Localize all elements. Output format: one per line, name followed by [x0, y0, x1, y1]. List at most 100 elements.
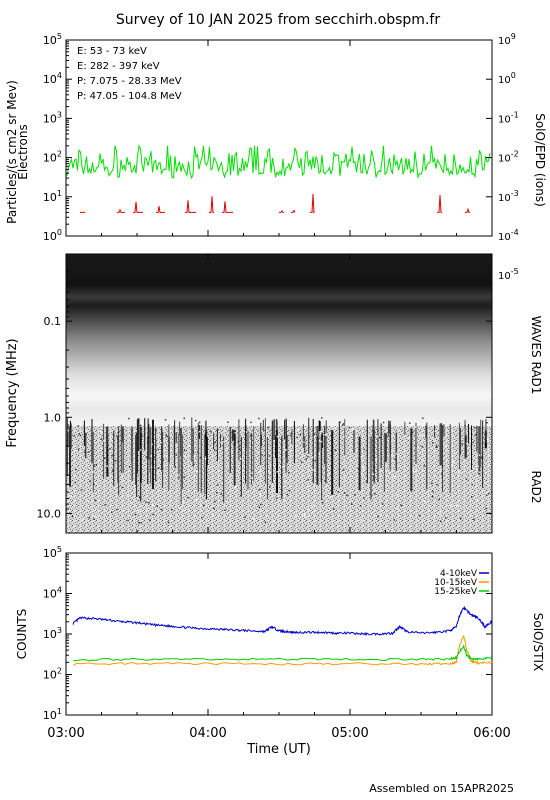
rad2-noise-dot: [307, 455, 309, 458]
epd-series-layer: [66, 144, 491, 213]
rad2-noise-dot: [429, 457, 431, 459]
rad2-noise-dot: [195, 419, 197, 422]
rad2-noise-dot: [213, 507, 215, 510]
stix-legend-label: 15-25keV: [434, 587, 478, 597]
rad2-noise-dot: [224, 509, 226, 511]
rad2-noise-dot: [123, 509, 125, 511]
waves-ytick-label: 1.0: [44, 411, 62, 424]
rad2-noise-dot: [203, 504, 205, 507]
epd-ytick-label: 105: [43, 32, 62, 47]
rad2-noise-dot: [412, 470, 414, 473]
rad2-noise-dot: [445, 517, 447, 519]
epd-series-electrons-high: [465, 207, 470, 213]
rad2-noise-dot: [382, 421, 385, 424]
rad2-noise-dot: [476, 468, 479, 470]
rad2-noise-dot: [227, 421, 229, 423]
rad2-noise-dot: [414, 470, 417, 472]
rad2-noise-dot: [373, 420, 375, 422]
rad2-noise-dot: [127, 519, 129, 522]
rad2-noise-dot: [69, 486, 71, 488]
epd-right-label: SolO/EPD (ions): [533, 113, 547, 207]
rad2-noise-dot: [487, 448, 489, 450]
rad2-noise-dot: [488, 454, 490, 456]
rad2-noise-dot: [456, 505, 458, 507]
rad2-noise-dot: [200, 486, 202, 488]
rad2-noise-dot: [481, 456, 483, 458]
rad2-noise-dot: [126, 461, 128, 464]
epd-right-tick-label: 10-4: [498, 228, 519, 243]
rad2-noise-dot: [182, 501, 185, 504]
rad2-noise-dot: [389, 445, 392, 448]
epd-ylabel: Particles/(s cm2 sr Mev): [5, 80, 19, 224]
rad2-noise-dot: [153, 456, 155, 458]
rad2-noise-dot: [240, 458, 242, 460]
rad2-noise-dot: [267, 426, 269, 429]
rad2-noise-dot: [165, 464, 168, 466]
rad2-noise-dot: [363, 468, 365, 471]
rad2-noise-dot: [147, 500, 149, 502]
rad2-noise-dot: [289, 434, 292, 437]
rad2-noise-dot: [357, 467, 360, 470]
rad2-noise-dot: [121, 486, 123, 489]
epd-series-electrons-high: [185, 200, 196, 213]
rad2-noise-dot: [184, 509, 186, 511]
rad2-noise-dot: [220, 519, 222, 521]
rad2-noise-dot: [117, 431, 120, 433]
rad2-noise-dot: [436, 446, 438, 448]
rad2-noise-dot: [470, 445, 472, 447]
rad2-noise-dot: [431, 482, 433, 484]
rad2-noise-dot: [107, 426, 109, 429]
rad2-noise-dot: [332, 508, 335, 510]
rad2-noise-dot: [276, 435, 279, 438]
rad2-noise-dot: [216, 492, 218, 494]
rad2-noise-dot: [144, 428, 146, 430]
epd-legend-entry: P: 47.05 - 104.8 MeV: [77, 91, 182, 102]
rad2-noise-dot: [354, 494, 356, 496]
rad2-noise-dot: [244, 516, 246, 518]
rad2-noise-dot: [156, 505, 158, 507]
rad2-noise-dot: [128, 417, 130, 420]
rad2-noise-dot: [424, 501, 426, 503]
rad2-noise-dot: [360, 473, 363, 475]
rad2-noise-dot: [409, 419, 412, 421]
rad2-noise-dot: [366, 481, 368, 483]
rad2-noise-dot: [376, 435, 379, 438]
rad2-noise-dot: [487, 423, 490, 425]
rad2-noise-dot: [384, 460, 386, 462]
rad2-noise-dot: [412, 468, 414, 470]
rad2-noise-dot: [299, 433, 301, 435]
rad2-noise-dot: [269, 486, 271, 488]
rad2-noise-dot: [111, 511, 113, 513]
rad2-noise-dot: [200, 504, 202, 506]
rad2-noise-dot: [324, 480, 327, 482]
rad2-noise-dot: [239, 448, 241, 450]
rad2-noise-dot: [93, 465, 95, 467]
waves-left-axis: 0.1 1.0 10.0: [37, 270, 492, 520]
rad2-noise-dot: [351, 428, 354, 431]
rad2-noise-dot: [411, 431, 414, 433]
rad2-noise-dot: [100, 431, 102, 433]
rad2-noise-dot: [339, 421, 341, 423]
rad2-noise-dot: [195, 498, 198, 501]
rad2-noise-dot: [405, 474, 407, 477]
rad2-noise-dot: [95, 515, 97, 517]
rad2-noise-dot: [234, 486, 236, 489]
rad2-noise-dot: [396, 507, 398, 510]
rad2-noise-dot: [415, 445, 417, 447]
epd-series-electrons-high: [133, 201, 143, 213]
rad2-noise-dot: [389, 472, 391, 474]
rad2-noise-dot: [269, 464, 271, 466]
rad2-noise-dot: [138, 522, 140, 524]
rad2-noise-dot: [294, 515, 296, 517]
rad2-noise-dot: [212, 513, 214, 516]
rad2-noise-dot: [269, 472, 272, 474]
rad2-noise-dot: [433, 516, 436, 518]
stix-series-line: [72, 634, 493, 666]
rad2-noise-dot: [438, 498, 440, 500]
rad2-noise-dot: [346, 494, 348, 496]
rad2-noise-dot: [253, 518, 255, 520]
epd-series-electrons-high: [156, 206, 165, 213]
rad2-noise-dot: [104, 457, 106, 459]
rad2-noise-dot: [259, 488, 261, 491]
